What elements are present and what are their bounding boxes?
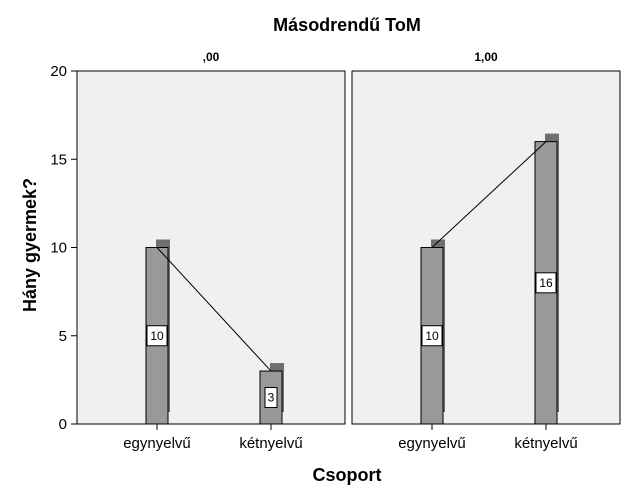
data-label-0-1: 3 [268,391,275,405]
y-tick-label-3: 15 [50,151,67,168]
data-label-box-1-1 [535,272,557,294]
data-label-box-0-0 [146,325,168,347]
connector-line-1 [431,141,547,248]
y-tick-label-2: 10 [50,240,67,257]
x-tick-label-1-0: egynyelvű [398,435,466,452]
data-label-1-0: 10 [425,329,439,343]
connector-line-0 [156,247,272,372]
y-tick-label-4: 20 [50,63,67,80]
panel-0 [76,70,346,425]
x-tick-label-0-0: egynyelvű [123,435,191,452]
data-label-box-1-0 [421,325,443,347]
chart-title: Másodrendű ToM [273,15,421,35]
y-tick-label-1: 5 [59,328,67,345]
plot-area: 0 5 10 15 20 ,00 10 egynyelvű 3 kétnyelvű 1,00 10 eg… [50,50,621,452]
x-tick-label-1-1: kétnyelvű [514,435,577,452]
panel-label-1: 1,00 [474,50,498,64]
y-tick-label-0: 0 [59,416,67,433]
data-label-box-0-1 [264,387,278,409]
x-axis-title: Csoport [313,465,382,485]
panel-label-0: ,00 [203,50,220,64]
data-label-1-1: 16 [539,276,553,290]
panel-1 [351,70,621,425]
x-tick-label-0-1: kétnyelvű [239,435,302,452]
y-axis-title: Hány gyermek? [20,178,40,312]
data-label-0-0: 10 [150,329,164,343]
